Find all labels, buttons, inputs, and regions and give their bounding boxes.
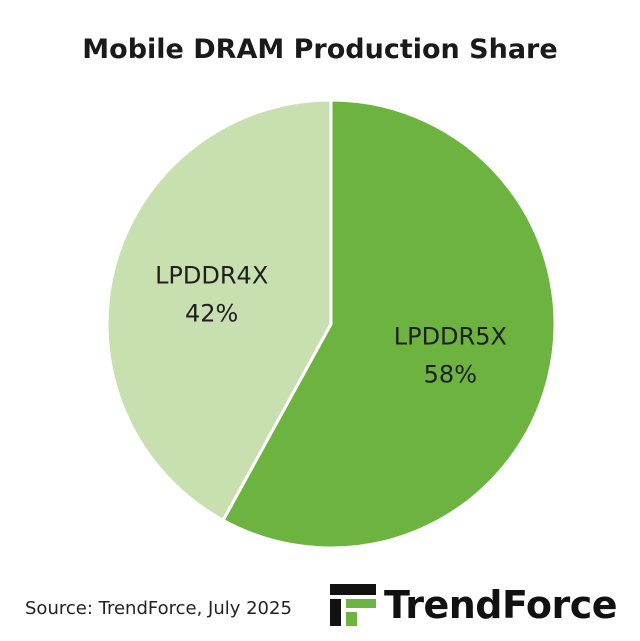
source-note: Source: TrendForce, July 2025 <box>25 598 292 619</box>
pie-slice-lpddr5x <box>221 98 557 550</box>
pie-chart: LPDDR5X 58% LPDDR4X 42% <box>105 98 557 550</box>
chart-title: Mobile DRAM Production Share <box>82 34 558 65</box>
slice-label-lpddr5x: LPDDR5X <box>394 323 507 351</box>
slice-value-lpddr4x: 42% <box>185 299 238 327</box>
trendforce-logo-icon <box>330 584 376 626</box>
trendforce-logo-text: TrendForce <box>384 583 618 627</box>
trendforce-logo: TrendForce <box>330 582 618 628</box>
pie-slice-lpddr4x <box>105 98 333 523</box>
slice-label-lpddr4x: LPDDR4X <box>155 261 268 289</box>
slice-value-lpddr5x: 58% <box>424 361 477 389</box>
